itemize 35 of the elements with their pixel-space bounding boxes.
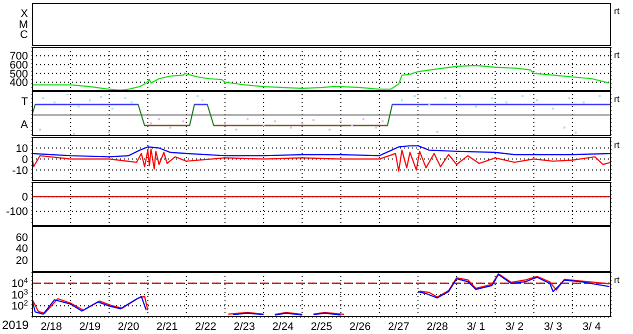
text: rt <box>614 94 620 104</box>
x-tick-label: 3/ 4 <box>582 321 601 333</box>
y-tick-label: 0 <box>22 192 28 204</box>
x-tick-label: 2/28 <box>426 321 448 333</box>
x-tick-label: 2/19 <box>79 321 101 333</box>
y-tick-label: -10 <box>12 164 28 177</box>
y-tick-label: -100 <box>6 206 28 218</box>
text: rt <box>614 140 620 150</box>
x-tick-label: 2/23 <box>234 321 256 333</box>
category-label: T <box>21 96 28 108</box>
x-tick-label: 3/ 2 <box>505 321 524 333</box>
x-tick-label: 2/20 <box>118 321 140 333</box>
x-axis-title: 2019 <box>2 318 29 332</box>
text: rt <box>614 50 620 60</box>
text: rt <box>614 6 620 16</box>
category-label: M <box>18 18 28 30</box>
x-tick-label: 2/24 <box>272 321 294 333</box>
x-tick-label: 3/ 3 <box>544 321 562 333</box>
x-tick-label: 2/26 <box>349 321 371 333</box>
x-tick-label: 2/25 <box>310 321 332 333</box>
x-tick-label: 2/18 <box>40 321 62 333</box>
y-tick-label: 0 <box>22 154 28 166</box>
category-label: 40 <box>16 243 28 255</box>
x-tick-label: 3/ 1 <box>466 321 486 333</box>
category-label: C <box>20 29 28 42</box>
y-tick-label: 400 <box>10 77 28 90</box>
category-label: 60 <box>16 232 28 244</box>
category-label: A <box>20 118 28 131</box>
category-label: 20 <box>16 254 28 266</box>
x-tick-label: 2/21 <box>156 321 178 333</box>
y-tick-label: 10 <box>16 142 28 155</box>
text: rt <box>614 275 620 285</box>
x-tick-label: 2/22 <box>194 321 216 333</box>
x-tick-label: 2/27 <box>388 321 410 333</box>
category-label: X <box>20 8 28 20</box>
